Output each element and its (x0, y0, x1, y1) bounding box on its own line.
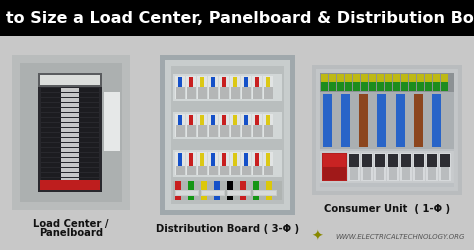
Text: Consumer Unit  ( 1-Φ ): Consumer Unit ( 1-Φ ) (324, 203, 450, 213)
Text: WWW.ELECTRICALTECHNOLOGY.ORG: WWW.ELECTRICALTECHNOLOGY.ORG (335, 233, 465, 239)
Bar (0, 0, 474, 37)
Text: ✦: ✦ (311, 229, 323, 243)
Text: How to Size a Load Center, Panelboard & Distribution Board?: How to Size a Load Center, Panelboard & … (0, 11, 474, 26)
Text: Distribution Board ( 3-Φ ): Distribution Board ( 3-Φ ) (156, 223, 299, 233)
Text: Load Center /: Load Center / (33, 218, 109, 228)
Text: Panelboard: Panelboard (39, 227, 103, 237)
